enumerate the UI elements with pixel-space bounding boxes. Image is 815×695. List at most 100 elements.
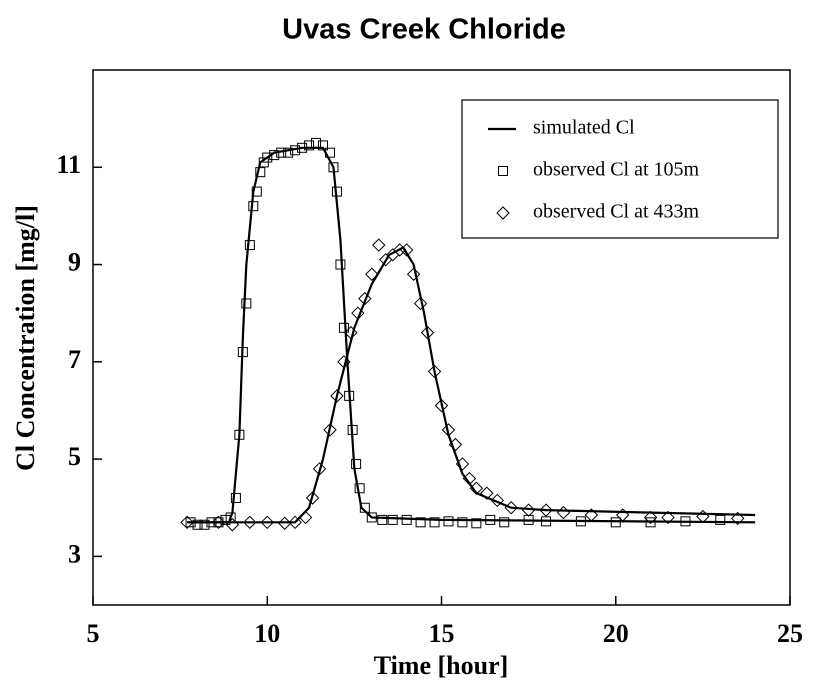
square-marker: [255, 167, 266, 178]
y-tick-label: 11: [56, 150, 81, 179]
diamond-marker: [365, 267, 379, 281]
square-marker: [335, 259, 346, 270]
diamond-marker: [298, 510, 313, 525]
diamond-marker: [180, 515, 194, 530]
square-marker: [401, 514, 412, 525]
diamond-marker: [420, 325, 435, 340]
diamond-marker: [696, 509, 710, 524]
square-marker: [237, 347, 248, 358]
y-tick-label: 7: [68, 345, 81, 374]
square-marker: [680, 516, 691, 527]
square-marker: [498, 166, 508, 176]
square-marker: [213, 517, 224, 528]
chart-title: Uvas Creek Chloride: [282, 14, 566, 46]
diamond-marker: [504, 501, 518, 515]
y-tick-label: 3: [68, 539, 81, 568]
square-marker: [199, 519, 210, 530]
square-marker: [443, 516, 454, 527]
diamond-marker: [434, 398, 449, 413]
diamond-marker: [427, 364, 442, 379]
square-marker: [283, 147, 294, 158]
diamond-marker: [521, 503, 536, 517]
square-marker: [244, 240, 255, 251]
diamond-marker: [616, 508, 630, 522]
square-marker: [225, 512, 236, 523]
diamond-marker: [243, 515, 257, 530]
square-marker: [331, 186, 342, 197]
x-axis-label: Time [hour]: [374, 651, 509, 680]
square-marker: [248, 201, 259, 212]
diamond-marker: [305, 491, 320, 505]
legend-label: observed Cl at 105m: [533, 159, 700, 181]
diamond-marker: [323, 423, 337, 437]
square-marker: [610, 517, 621, 528]
square-marker: [290, 145, 301, 156]
square-marker: [304, 140, 315, 151]
square-marker: [192, 519, 203, 530]
diamond-marker: [392, 243, 407, 257]
square-marker: [338, 322, 349, 333]
diamond-marker: [337, 355, 351, 369]
diamond-marker: [455, 457, 470, 471]
diamond-marker: [462, 471, 477, 486]
square-marker: [220, 514, 231, 525]
diamond-marker: [469, 481, 484, 495]
square-marker: [575, 516, 586, 527]
y-tick-label: 5: [68, 442, 81, 471]
diamond-marker: [413, 296, 428, 311]
x-tick-label: 25: [777, 619, 803, 648]
diamond-marker: [661, 510, 675, 525]
diamond-marker: [441, 423, 456, 437]
square-marker: [415, 517, 426, 528]
diamond-marker: [406, 267, 421, 281]
square-marker: [251, 186, 262, 197]
diamond-marker: [358, 291, 372, 306]
square-marker: [234, 429, 245, 440]
square-marker: [499, 517, 510, 528]
simulated-line: [187, 246, 756, 524]
diamond-marker: [584, 508, 599, 522]
square-marker: [297, 142, 308, 153]
square-marker: [354, 483, 365, 494]
diamond-marker: [260, 515, 274, 530]
square-marker: [429, 517, 440, 528]
diamond-marker: [448, 437, 463, 452]
diamond-marker: [731, 511, 745, 526]
square-marker: [230, 493, 241, 503]
square-marker: [715, 514, 726, 525]
x-tick-label: 15: [429, 619, 455, 648]
x-tick-label: 20: [603, 619, 629, 648]
square-marker: [366, 512, 377, 523]
square-marker: [185, 517, 196, 528]
diamond-marker: [344, 325, 358, 340]
square-marker: [344, 390, 355, 401]
diamond-marker: [225, 518, 240, 532]
square-marker: [387, 514, 398, 525]
diamond-marker: [556, 505, 571, 520]
square-marker: [269, 150, 280, 161]
square-marker: [523, 514, 534, 525]
x-tick-label: 10: [254, 619, 280, 648]
diamond-marker: [351, 306, 365, 320]
square-marker: [471, 518, 482, 529]
square-marker: [276, 147, 287, 158]
diamond-marker: [490, 493, 504, 508]
square-marker: [457, 517, 468, 528]
diamond-marker: [643, 510, 658, 525]
diamond-marker: [480, 486, 494, 500]
square-marker: [347, 424, 358, 435]
legend-label: observed Cl at 433m: [533, 201, 700, 223]
diamond-marker: [288, 515, 302, 530]
y-tick-label: 9: [68, 248, 81, 277]
diamond-marker: [312, 462, 327, 476]
square-marker: [645, 517, 656, 528]
square-marker: [206, 517, 217, 528]
square-marker: [324, 147, 335, 158]
simulated-line: [187, 146, 756, 524]
diamond-marker: [539, 503, 553, 517]
square-marker: [485, 514, 496, 525]
legend-label: simulated Cl: [533, 117, 635, 139]
square-marker: [311, 137, 322, 148]
diamond-marker: [211, 515, 226, 530]
